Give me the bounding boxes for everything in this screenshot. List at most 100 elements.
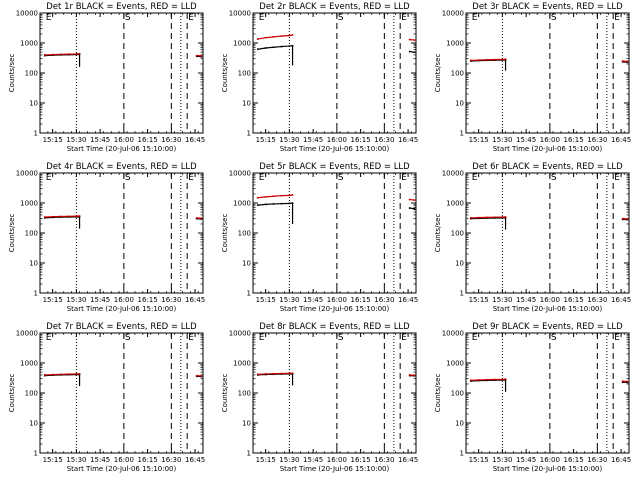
data-point [504,58,507,61]
detector-panel: Det 7r BLACK = Events, RED = LLD 1 10 100 10… [0,320,213,480]
data-point [291,372,294,374]
x-tick-label: 15:15 [256,136,276,144]
event-marker-label: E [46,333,52,343]
y-tick-label: 100 [25,230,38,238]
data-point [43,54,46,56]
data-point [78,373,81,375]
y-tick-label: 10 [242,100,251,108]
data-point [200,375,203,377]
detector-panel: Det 3r BLACK = Events, RED = LLD 1 10 100 10… [426,0,639,160]
x-tick-label: 16:00 [114,296,134,304]
x-tick-label: 16:30 [374,456,394,464]
data-point [626,380,629,383]
event-marker-label: E [614,173,620,183]
data-point [78,215,81,217]
x-tick-label: 16:00 [114,136,134,144]
x-tick-label: 16:30 [161,136,181,144]
x-tick-label: 16:30 [587,296,607,304]
data-point [200,55,203,57]
series-line [257,373,294,386]
detector-panel: Det 5r BLACK = Events, RED = LLD 1 10 100 10… [213,160,426,320]
plot-frame [465,12,630,134]
plot-frame [252,332,417,454]
data-point [413,374,416,377]
plot-svg: Det 5r BLACK = Events, RED = LLD 1 10 100 10… [221,162,418,313]
event-marker-label: E [472,173,478,183]
plot-svg: Det 6r BLACK = Events, RED = LLD 1 10 100 10… [434,162,631,313]
y-tick-label: 10 [455,420,464,428]
y-tick-label: 1000 [20,200,38,208]
series-line [257,202,294,224]
event-marker-label: E [259,173,265,183]
data-point [485,58,488,61]
plot-title: Det 3r BLACK = Events, RED = LLD [472,2,623,12]
event-marker-label: S [551,13,557,23]
data-point [291,202,294,204]
series-line [44,216,81,229]
y-tick-label: 1000 [20,360,38,368]
event-marker-label: E [46,173,52,183]
y-tick-label: 100 [451,70,464,78]
data-point [272,203,275,205]
y-tick-label: 100 [238,70,251,78]
x-axis-label: Start Time (20-Jul-06 15:10:00) [67,465,177,473]
plot-frame [252,12,417,134]
x-tick-label: 15:45 [303,136,323,144]
data-point [288,202,291,205]
y-tick-label: 1000 [233,200,251,208]
y-axis-label: Counts/sec [221,374,229,413]
plot-frame [39,12,204,134]
x-tick-label: 15:30 [66,456,86,464]
x-tick-label: 15:45 [516,296,536,304]
data-point [75,53,78,55]
series-line [470,59,507,71]
y-tick-label: 10 [242,260,251,268]
y-tick-label: 1 [460,290,464,298]
x-tick-label: 15:30 [66,296,86,304]
y-tick-label: 1 [247,450,251,458]
y-axis-label: Counts/sec [434,374,442,413]
y-tick-label: 10000 [16,10,38,18]
y-tick-label: 100 [451,230,464,238]
plot-title: Det 1r BLACK = Events, RED = LLD [46,2,197,12]
x-tick-label: 15:15 [43,296,63,304]
x-tick-label: 16:30 [587,456,607,464]
event-marker-label: E [188,173,194,183]
x-tick-label: 15:45 [516,136,536,144]
x-tick-label: 15:45 [516,456,536,464]
plot-title: Det 9r BLACK = Events, RED = LLD [472,322,623,332]
data-point [504,216,507,218]
data-point [288,45,291,47]
data-point [256,196,259,199]
event-marker-label: S [125,13,131,23]
data-point [67,215,70,218]
data-point [626,381,629,384]
data-point [256,38,259,40]
data-point [59,373,62,376]
data-point [408,50,411,53]
y-tick-label: 10 [455,100,464,108]
data-point [477,379,480,381]
data-point [272,372,275,375]
y-axis-label: Counts/sec [434,214,442,253]
data-point [51,215,54,218]
data-point [51,373,54,376]
plot-frame [39,332,204,454]
plot-frame [39,172,204,294]
y-tick-label: 10 [455,260,464,268]
x-axis-label: Start Time (20-Jul-06 15:10:00) [280,465,390,473]
y-axis-label: Counts/sec [221,214,229,253]
plot-svg: Det 7r BLACK = Events, RED = LLD 1 10 100 10… [8,322,205,473]
event-marker-label: E [401,333,407,343]
data-point [501,216,504,218]
data-point [501,378,504,381]
y-tick-label: 100 [25,70,38,78]
series-line [257,34,293,40]
data-point [626,60,629,63]
y-tick-label: 100 [238,390,251,398]
data-point [469,59,472,62]
x-tick-label: 16:45 [398,296,418,304]
data-point [280,194,283,197]
x-tick-label: 16:45 [398,136,418,144]
data-point [413,208,416,210]
